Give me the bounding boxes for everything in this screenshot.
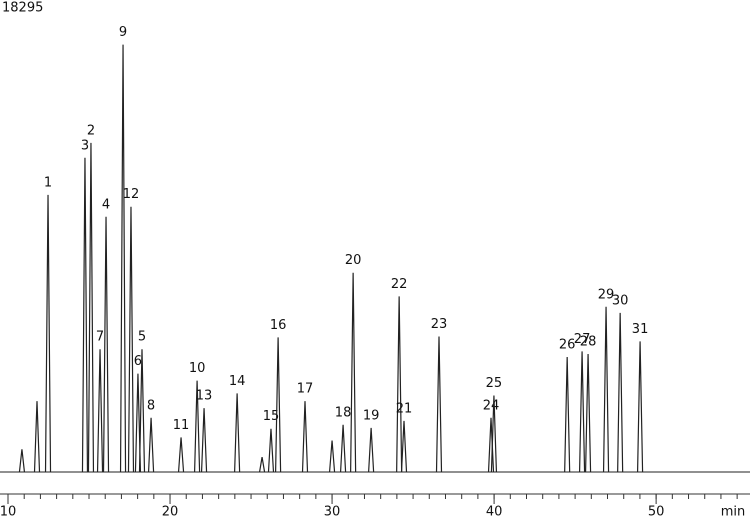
peak (33, 401, 41, 473)
peak (617, 312, 624, 473)
x-tick-label: 30 (324, 505, 341, 520)
peak-label: 14 (229, 374, 246, 389)
peak-label: 25 (486, 376, 503, 391)
peak (200, 408, 208, 473)
x-tick-label: 20 (162, 505, 179, 520)
peak (177, 437, 185, 473)
peak (301, 401, 309, 473)
peak (102, 216, 110, 473)
peak (127, 206, 135, 473)
peak (564, 357, 571, 473)
peak-label: 16 (270, 318, 287, 333)
peak (81, 157, 89, 473)
x-tick-label: 40 (486, 505, 503, 520)
peak (18, 449, 26, 473)
peak (487, 417, 495, 473)
peak-label: 17 (297, 382, 314, 397)
peak-label: 15 (263, 409, 280, 424)
peak (578, 351, 586, 473)
peak (368, 427, 375, 473)
peak-label: 9 (119, 25, 127, 40)
x-tick-label: 50 (648, 505, 665, 520)
peak-label: 12 (123, 187, 140, 202)
peak-label: 30 (612, 293, 629, 308)
peak-label: 21 (396, 401, 413, 416)
peak (396, 296, 403, 473)
peak-label: 3 (81, 138, 89, 153)
peak-label: 11 (173, 418, 190, 433)
peak (350, 272, 357, 473)
peak (87, 142, 95, 473)
peak-label: 27 (574, 332, 591, 347)
x-tick-label: 10 (0, 505, 16, 520)
peak (193, 380, 201, 473)
peak (490, 395, 498, 473)
peak (147, 417, 155, 473)
peak (234, 393, 241, 473)
peak-label: 28 (580, 335, 597, 350)
peak (44, 194, 52, 473)
peak-label: 6 (134, 354, 142, 369)
peak (328, 440, 336, 473)
peak-label: 2 (87, 123, 95, 138)
peak (119, 44, 127, 473)
peak-label: 7 (96, 330, 104, 345)
peak-label: 1 (44, 175, 52, 190)
chart-title: 18295 (2, 1, 43, 16)
peak (400, 420, 408, 473)
peak (96, 349, 104, 473)
peak (636, 341, 644, 473)
peak-label: 26 (559, 338, 576, 353)
peak-label: 8 (147, 398, 155, 413)
peak-label: 22 (391, 277, 408, 292)
peak (275, 337, 282, 473)
peak-label: 29 (598, 287, 615, 302)
peak (138, 349, 146, 473)
peak-label: 10 (189, 361, 206, 376)
peak (339, 424, 347, 473)
peak-label: 19 (363, 408, 380, 423)
peak-label: 20 (345, 253, 362, 268)
peak-label: 23 (431, 317, 448, 332)
peak (584, 353, 592, 473)
peak (602, 306, 610, 473)
x-axis-label: min (721, 505, 746, 520)
peak-label: 24 (483, 398, 500, 413)
peak-label: 13 (196, 389, 213, 404)
peak (267, 428, 275, 473)
peak-label: 5 (138, 330, 146, 345)
peak-label: 4 (102, 197, 110, 212)
peak-label: 31 (632, 322, 649, 337)
peak (435, 336, 443, 473)
peak (258, 457, 266, 473)
peak-label: 18 (335, 405, 352, 420)
